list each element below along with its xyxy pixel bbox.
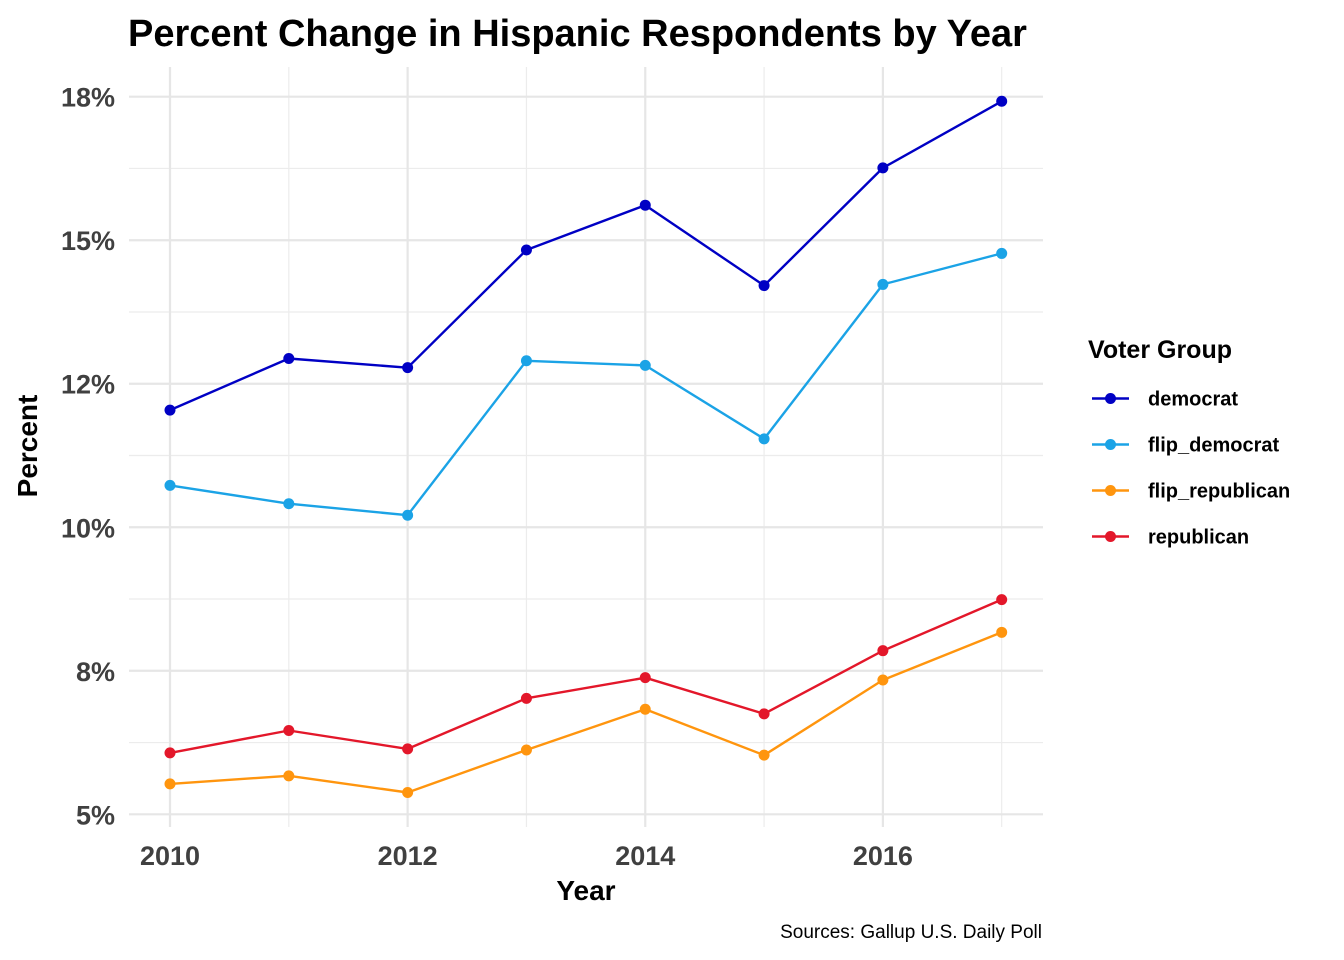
legend-items: democrat flip_democrat flip_republicanrepu… [1092, 389, 1290, 549]
data-point [283, 770, 295, 782]
y-tick-label: 10% [61, 513, 115, 543]
x-axis-title: Year [556, 875, 615, 906]
data-point [877, 645, 889, 657]
legend-key-point [1105, 531, 1116, 542]
legend: Voter Group democrat flip_democrat flip_re… [1088, 336, 1290, 549]
data-point [758, 749, 770, 761]
legend-label: republican [1148, 527, 1249, 549]
legend-item-flip-democrat: flip_democrat [1092, 435, 1279, 457]
chart-caption: Sources: Gallup U.S. Daily Poll [780, 922, 1042, 943]
legend-item-democrat: democrat [1092, 389, 1238, 411]
y-tick-label: 15% [61, 226, 115, 256]
x-axis-tick-labels: 2010 2012 2014 2016 [140, 841, 913, 871]
legend-label: flip_democrat [1148, 435, 1279, 457]
legend-key-point [1105, 485, 1116, 496]
data-point [283, 498, 295, 510]
data-point [283, 724, 295, 736]
series-republican [164, 594, 1008, 759]
x-tick-label: 2010 [140, 841, 200, 871]
data-point [402, 786, 414, 798]
series-line [169, 100, 1003, 412]
data-point [877, 162, 889, 174]
series-line [169, 631, 1003, 794]
data-point [639, 672, 651, 684]
data-point [164, 778, 176, 790]
y-tick-label: 18% [61, 83, 115, 113]
data-point [758, 280, 770, 292]
major-gridlines-y [129, 95, 1043, 816]
data-point [639, 199, 651, 211]
chart-title: Percent Change in Hispanic Respondents b… [128, 13, 1027, 55]
y-axis-tick-labels: 5% 8% 10% 12% 15% 18% [61, 83, 115, 831]
data-point [520, 244, 532, 256]
series-line [169, 598, 1003, 755]
data-point [402, 362, 414, 374]
major-gridlines-x [168, 67, 884, 827]
data-point [639, 703, 651, 715]
data-point [164, 479, 176, 491]
x-tick-label: 2014 [615, 841, 675, 871]
data-point [283, 352, 295, 364]
series-layer [164, 95, 1008, 798]
data-point [877, 674, 889, 686]
data-point [164, 747, 176, 759]
minor-gridlines-y [129, 167, 1043, 744]
y-tick-label: 12% [61, 370, 115, 400]
legend-key-point [1105, 439, 1116, 450]
data-point [164, 404, 176, 416]
legend-item-republican: republican [1092, 527, 1249, 549]
data-point [402, 743, 414, 755]
data-point [996, 594, 1008, 606]
legend-key-point [1105, 393, 1116, 404]
data-point [520, 744, 532, 756]
series-line [169, 252, 1003, 517]
series-flip-democrat [164, 247, 1008, 521]
legend-title: Voter Group [1088, 336, 1232, 364]
data-point [402, 509, 414, 521]
data-point [520, 355, 532, 367]
data-point [758, 433, 770, 445]
y-tick-label: 5% [76, 800, 115, 830]
y-axis-title: Percent [12, 395, 43, 498]
data-point [639, 359, 651, 371]
x-tick-label: 2016 [853, 841, 913, 871]
data-point [877, 278, 889, 290]
data-point [996, 95, 1008, 107]
legend-item-flip-republican: flip_republican [1092, 481, 1290, 503]
data-point [520, 692, 532, 704]
data-point [758, 708, 770, 720]
series-democrat [164, 95, 1008, 416]
y-tick-label: 8% [76, 657, 115, 687]
series-flip-republican [164, 626, 1008, 798]
legend-label: democrat [1148, 389, 1238, 411]
data-point [996, 247, 1008, 259]
data-point [996, 626, 1008, 638]
x-tick-label: 2012 [378, 841, 438, 871]
legend-label: flip_republican [1148, 481, 1290, 503]
